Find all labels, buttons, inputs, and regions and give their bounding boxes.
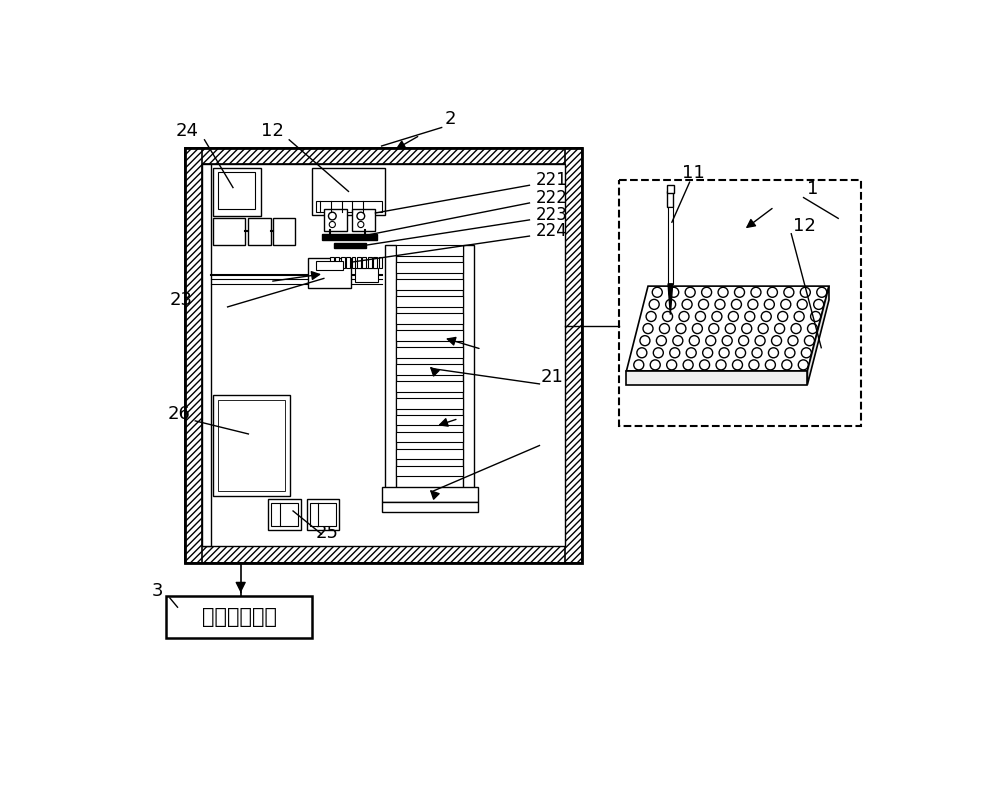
Text: 21: 21 [541,368,564,385]
Text: 数据处理系统: 数据处理系统 [202,607,277,626]
Polygon shape [626,286,829,371]
Bar [213,168,261,216]
Bar [268,500,301,531]
Bar [330,257,334,268]
Bar [668,207,673,284]
Bar [185,147,582,164]
Bar [385,245,396,503]
Bar [352,257,355,268]
Bar [346,257,350,268]
Bar [396,415,463,426]
Text: 26: 26 [168,404,190,423]
Bar [308,258,351,289]
Bar [362,257,366,268]
Bar [218,400,285,491]
Bar [396,347,463,358]
Bar [379,257,382,268]
Text: 24: 24 [175,122,198,140]
Bar [324,209,347,231]
Bar [619,180,861,427]
Text: 222: 222 [536,189,567,207]
Bar [565,147,582,563]
Text: 223: 223 [536,206,567,224]
Bar [355,268,378,282]
Text: 1: 1 [807,180,818,197]
Bar [396,279,463,290]
Bar [382,487,478,503]
Bar [185,147,582,563]
Bar [271,504,298,527]
Bar [368,257,372,268]
Bar [667,191,673,207]
Bar [307,500,339,531]
Bar [310,504,336,527]
Text: 12: 12 [261,122,284,140]
Text: 2: 2 [445,110,456,128]
Polygon shape [626,371,807,385]
Bar [185,147,202,563]
Bar [166,596,312,638]
Bar [396,465,463,477]
Text: 11: 11 [682,163,705,182]
Bar [396,364,463,374]
Bar [396,262,463,273]
Bar [334,243,366,248]
Bar [352,209,375,231]
Text: 25: 25 [315,524,338,542]
Bar [335,257,339,268]
Bar [666,186,674,193]
Bar [396,313,463,324]
Text: 23: 23 [170,290,193,308]
Bar [316,261,343,270]
Text: 3: 3 [152,581,164,600]
Text: 221: 221 [536,171,567,190]
Bar [312,168,385,215]
Bar [382,503,478,511]
Bar [396,330,463,341]
Bar [213,396,290,496]
Bar [218,172,255,209]
Bar [202,164,211,546]
Bar [273,218,295,245]
Text: 12: 12 [793,217,816,236]
Bar [396,449,463,459]
Text: 224: 224 [536,222,567,240]
Bar [396,431,463,442]
Polygon shape [807,286,829,385]
Bar [463,245,474,503]
Bar [202,164,565,546]
Bar [396,296,463,307]
Bar [396,381,463,392]
Bar [316,201,382,213]
Bar [373,257,377,268]
Bar [213,218,245,245]
Bar [341,257,345,268]
Bar [357,257,361,268]
Polygon shape [668,284,673,315]
Bar [322,234,377,240]
Bar [396,398,463,408]
Bar [248,218,271,245]
Bar [396,245,463,256]
Bar [185,546,582,563]
